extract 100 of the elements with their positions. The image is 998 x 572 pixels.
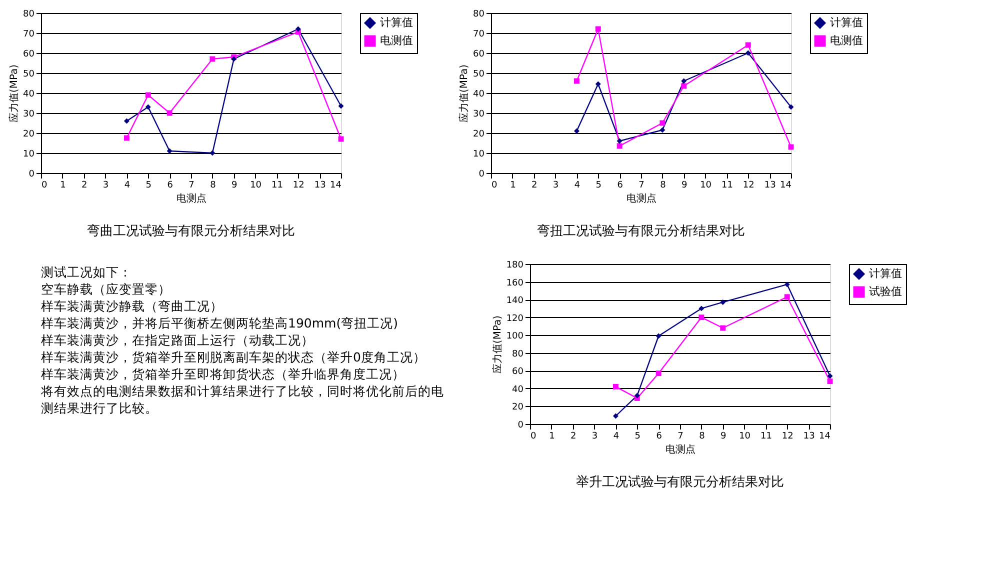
text: 举升工况试验与有限元分析结果对比 xyxy=(576,475,784,490)
y-tick-label: 0 xyxy=(478,170,485,180)
point xyxy=(720,325,726,331)
x-tick-label: 9 xyxy=(720,432,726,442)
point xyxy=(338,103,344,109)
point xyxy=(784,294,790,300)
point xyxy=(634,392,640,398)
y-tick-label: 50 xyxy=(473,70,485,80)
x-tick-label: 0 xyxy=(530,432,536,442)
text: 弯扭工况试验与有限元分析结果对比 xyxy=(537,223,745,239)
y-tick-label: 160 xyxy=(506,278,524,288)
text: 样车装满黄沙静载（弯曲工况） xyxy=(41,298,223,314)
y-tick-label: 0 xyxy=(28,170,35,180)
y-tick-label: 10 xyxy=(473,150,485,160)
legend-label: 计算值 xyxy=(380,16,413,29)
x-axis-title: 电测点 xyxy=(176,192,206,204)
y-tick-label: 0 xyxy=(518,420,524,430)
point xyxy=(720,299,726,305)
x-tick-label: 13 xyxy=(764,180,776,190)
x-tick-label: 3 xyxy=(102,180,109,190)
point xyxy=(210,56,216,62)
x-tick-label: 11 xyxy=(271,180,283,190)
y-axis-title: 应力值(MPa) xyxy=(491,315,504,374)
text: 样车装满黄沙，货箱举升至刚脱离副车架的状态（举升0度角工况） xyxy=(41,350,426,364)
y-tick-label: 10 xyxy=(23,150,35,160)
x-tick-label: 9 xyxy=(231,180,238,190)
x-axis-title: 电测点 xyxy=(626,192,656,204)
y-tick-label: 100 xyxy=(506,332,524,342)
point xyxy=(681,83,687,89)
point xyxy=(656,370,662,376)
y-tick-label: 60 xyxy=(23,50,35,60)
x-tick-label: 8 xyxy=(660,180,666,190)
text: 样车装满黄沙，货箱举升至即将卸货状态（举升临界角度工况） xyxy=(41,366,405,382)
x-tick-label: 14 xyxy=(780,180,792,190)
y-tick-label: 20 xyxy=(23,130,35,140)
x-tick-label: 5 xyxy=(146,180,152,190)
point xyxy=(210,150,216,156)
x-tick-label: 2 xyxy=(81,180,88,190)
x-tick-label: 12 xyxy=(742,180,754,190)
x-axis-title: 电测点 xyxy=(666,444,696,456)
point xyxy=(612,413,618,419)
legend-label: 电测值 xyxy=(380,34,413,47)
point xyxy=(616,143,622,149)
point xyxy=(656,333,662,339)
y-tick-label: 70 xyxy=(23,30,35,40)
x-tick-label: 8 xyxy=(210,180,216,190)
y-axis-title: 应力值(MPa) xyxy=(458,64,470,123)
x-tick-label: 4 xyxy=(574,180,580,190)
x-tick-label: 14 xyxy=(819,432,831,442)
point xyxy=(698,314,704,320)
x-tick-label: 13 xyxy=(314,180,326,190)
x-tick-label: 4 xyxy=(124,180,130,190)
y-tick-label: 30 xyxy=(473,110,485,120)
y-tick-label: 40 xyxy=(473,90,485,100)
point xyxy=(681,78,687,84)
text: 测试工况如下： xyxy=(41,264,132,280)
x-tick-label: 0 xyxy=(492,180,498,190)
point xyxy=(784,282,790,288)
x-tick-label: 5 xyxy=(596,180,602,190)
x-tick-label: 12 xyxy=(292,180,304,190)
point xyxy=(827,378,833,384)
text: 将有效点的电测结果数据和计算结果进行了比较，同时将优化前后的电 xyxy=(40,384,444,398)
point xyxy=(745,42,751,48)
y-tick-label: 180 xyxy=(506,260,524,270)
point xyxy=(698,306,704,312)
x-tick-label: 6 xyxy=(167,180,174,190)
x-tick-label: 3 xyxy=(592,432,598,442)
y-tick-label: 20 xyxy=(473,130,485,140)
x-tick-label: 3 xyxy=(552,180,559,190)
y-tick-label: 140 xyxy=(506,296,524,306)
x-tick-label: 8 xyxy=(699,432,706,442)
y-tick-label: 40 xyxy=(512,384,524,395)
y-axis-title: 应力值(MPa) xyxy=(8,64,20,123)
x-tick-label: 12 xyxy=(782,432,794,442)
x-tick-label: 1 xyxy=(60,180,66,190)
y-tick-label: 50 xyxy=(23,70,35,80)
point xyxy=(574,128,580,134)
x-tick-label: 13 xyxy=(803,432,815,442)
x-tick-label: 6 xyxy=(656,432,662,442)
y-tick-label: 30 xyxy=(23,110,35,120)
x-tick-label: 2 xyxy=(570,432,576,442)
x-tick-label: 10 xyxy=(739,432,751,442)
y-tick-label: 60 xyxy=(512,367,524,378)
y-tick-label: 40 xyxy=(23,90,35,100)
y-tick-label: 80 xyxy=(473,10,485,20)
x-tick-label: 9 xyxy=(681,180,688,190)
x-tick-label: 11 xyxy=(721,180,733,190)
x-tick-label: 11 xyxy=(760,432,772,442)
x-tick-label: 10 xyxy=(250,180,262,190)
point xyxy=(827,373,833,379)
point xyxy=(788,104,794,110)
point xyxy=(124,135,130,141)
x-tick-label: 1 xyxy=(549,432,555,442)
text: 样车装满黄沙，并将后平衡桥左侧两轮垫高190mm(弯扭工况) xyxy=(41,316,398,330)
y-tick-label: 80 xyxy=(23,10,35,20)
point xyxy=(145,92,151,98)
point xyxy=(166,148,172,154)
x-tick-label: 0 xyxy=(42,180,48,190)
point xyxy=(166,110,172,116)
x-tick-label: 2 xyxy=(531,180,538,190)
